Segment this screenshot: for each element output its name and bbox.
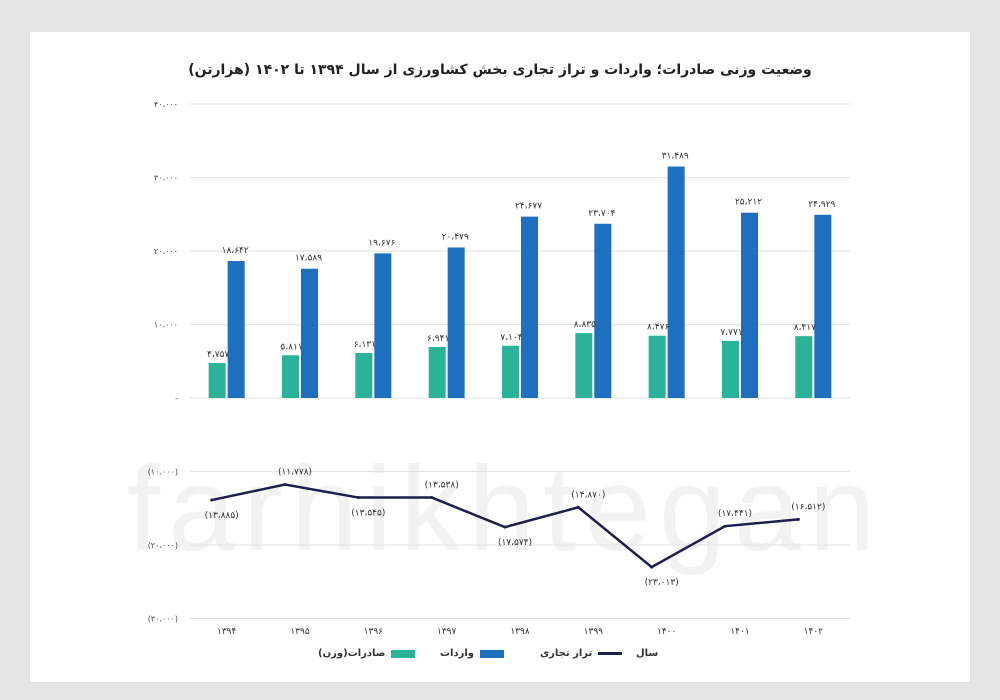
x-tick-label: ۱۴۰۲ xyxy=(804,627,824,637)
bar-imports xyxy=(447,247,465,398)
legend-imports-swatch xyxy=(480,649,505,658)
point-balance xyxy=(796,517,800,521)
y-tick-label: ۱۰،۰۰۰ xyxy=(154,321,178,330)
x-tick-label: ۱۴۰۱ xyxy=(730,627,749,637)
label-exports: ۷،۱۰۴ xyxy=(500,333,522,343)
watermark: farhikhtegan xyxy=(126,442,884,576)
legend-imports: واردات xyxy=(440,648,505,659)
y-tick-label: (۲۰،۰۰۰) xyxy=(148,541,178,550)
y-tick-label: - xyxy=(175,394,178,403)
x-tick-label: ۱۳۹۷ xyxy=(437,627,457,637)
label-exports: ۴،۷۵۷ xyxy=(207,350,229,360)
x-tick-label: ۱۳۹۸ xyxy=(510,627,530,637)
label-exports: ۸،۸۳۵ xyxy=(574,320,596,330)
bar-exports xyxy=(502,345,519,398)
x-tick-label: ۱۳۹۹ xyxy=(584,627,604,637)
point-balance xyxy=(430,496,434,500)
label-exports: ۸،۴۷۶ xyxy=(647,323,669,333)
label-imports: ۱۸،۶۴۲ xyxy=(222,246,249,256)
label-imports: ۲۵،۲۱۲ xyxy=(735,198,762,208)
label-imports: ۱۷،۵۸۹ xyxy=(295,254,322,264)
point-balance xyxy=(210,498,214,502)
point-balance xyxy=(356,496,360,500)
bar-exports xyxy=(428,346,446,398)
label-balance: (۱۳،۵۳۸) xyxy=(425,481,459,491)
label-imports: ۲۰،۴۷۹ xyxy=(442,232,469,242)
point-balance xyxy=(650,565,654,569)
legend-imports-label: واردات xyxy=(440,648,475,659)
label-exports: ۷،۷۷۱ xyxy=(720,328,742,338)
legend-balance-label: تراز تجاری xyxy=(540,648,593,659)
label-balance: (۱۷،۵۷۴) xyxy=(498,538,532,548)
label-balance: (۱۶،۵۱۲) xyxy=(791,502,825,512)
label-exports: ۶،۹۴۱ xyxy=(427,334,449,344)
legend-year-label: سال xyxy=(636,648,659,659)
bar-imports xyxy=(814,214,832,398)
bar-exports xyxy=(722,340,739,398)
point-balance xyxy=(503,525,507,529)
bar-imports xyxy=(741,212,758,398)
legend-exports-label: صادرات(وزن) xyxy=(318,648,386,659)
bar-exports xyxy=(575,333,593,398)
legend-exports: صادرات(وزن) xyxy=(318,648,416,659)
legend-exports-swatch xyxy=(391,649,416,658)
bar-imports xyxy=(301,268,318,398)
y-tick-label: (۳۰،۰۰۰) xyxy=(148,615,178,624)
label-balance: (۱۳،۵۴۵) xyxy=(351,509,385,519)
bar-exports xyxy=(795,336,813,398)
point-balance xyxy=(283,483,287,487)
bar-exports xyxy=(355,352,373,398)
bar-imports xyxy=(521,216,538,398)
legend-balance-swatch xyxy=(598,652,623,655)
chart-frame xyxy=(30,32,970,682)
label-exports: ۵،۸۱۱ xyxy=(280,342,302,352)
bar-exports xyxy=(208,363,226,398)
legend-balance: تراز تجاری xyxy=(540,648,623,659)
label-imports: ۲۳،۷۰۴ xyxy=(588,209,615,219)
label-balance: (۲۳،۰۱۳) xyxy=(645,578,679,588)
legend-year: سال xyxy=(636,648,658,659)
bar-imports xyxy=(374,253,392,398)
x-tick-label: ۱۳۹۶ xyxy=(364,627,384,637)
y-tick-label: ۲۰،۰۰۰ xyxy=(154,247,178,256)
label-imports: ۳۱،۴۸۹ xyxy=(662,152,689,162)
y-tick-label: ۳۰،۰۰۰ xyxy=(154,174,178,183)
bar-exports xyxy=(648,335,666,398)
label-imports: ۲۴،۶۷۷ xyxy=(515,202,542,212)
point-balance xyxy=(723,524,727,528)
x-tick-label: ۱۳۹۵ xyxy=(290,627,310,637)
bar-imports xyxy=(594,223,612,398)
label-imports: ۱۹،۶۷۶ xyxy=(368,238,395,248)
chart-title: وضعیت وزنی صادرات؛ واردات و تراز تجاری ب… xyxy=(188,62,812,78)
x-tick-label: ۱۳۹۴ xyxy=(217,627,237,637)
y-tick-label: ۴۰،۰۰۰ xyxy=(154,100,178,109)
label-balance: (۱۴،۸۷۰) xyxy=(571,490,605,500)
label-balance: (۱۷،۴۴۱) xyxy=(718,509,752,519)
label-imports: ۲۴،۹۲۹ xyxy=(808,200,835,210)
label-balance: (۱۳،۸۸۵) xyxy=(205,511,239,521)
point-balance xyxy=(576,505,580,509)
label-balance: (۱۱،۷۷۸) xyxy=(278,468,312,478)
label-exports: ۶،۱۳۱ xyxy=(354,340,376,350)
y-tick-label: (۱۰،۰۰۰) xyxy=(148,468,178,477)
label-exports: ۸،۴۱۷ xyxy=(794,323,816,333)
x-tick-label: ۱۴۰۰ xyxy=(657,627,676,637)
bar-imports xyxy=(227,260,245,398)
bar-exports xyxy=(282,355,299,398)
bar-imports xyxy=(667,166,685,398)
